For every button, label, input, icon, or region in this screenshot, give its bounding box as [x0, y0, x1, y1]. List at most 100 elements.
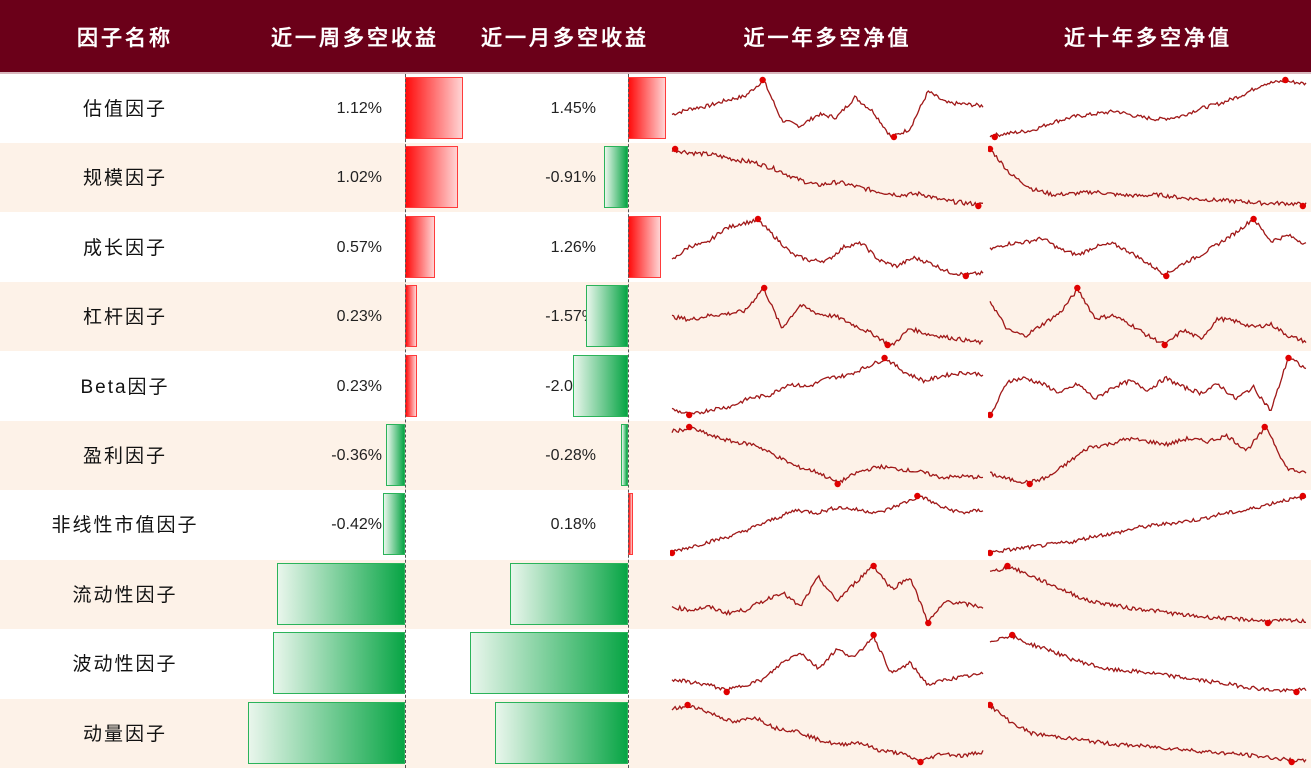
year-nav-sparkline	[671, 354, 984, 418]
factor-name: 杠杆因子	[82, 307, 167, 329]
year-nav-sparkline	[671, 76, 984, 141]
month-return-label: 1.26%	[550, 238, 596, 256]
year-nav-sparkline	[671, 146, 984, 210]
factor-name: 规模因子	[82, 168, 167, 190]
sparkline-max-marker	[1009, 631, 1016, 639]
sparkline-series	[989, 704, 1307, 763]
sparkline-max-marker	[1285, 354, 1292, 361]
decade-nav-sparkline	[988, 354, 1307, 418]
sparkline-max-marker	[761, 284, 768, 292]
year-nav-sparkline	[671, 631, 984, 696]
sparkline-series	[671, 703, 984, 763]
week-return-label: -0.36%	[331, 447, 382, 464]
sparkline-series	[671, 217, 984, 277]
decade-nav-sparkline	[989, 76, 1307, 141]
sparkline-series	[989, 495, 1307, 554]
sparkline-series	[671, 564, 984, 625]
header-week-return: 近一周多空收益	[271, 25, 439, 50]
week-return-bar	[386, 424, 405, 486]
decade-nav-sparkline	[989, 631, 1307, 696]
sparkline-min-marker	[917, 758, 924, 765]
sparkline-min-marker	[884, 341, 891, 349]
month-return-label: 0.18%	[550, 516, 596, 534]
sparkline-series	[671, 495, 984, 554]
year-nav-sparkline	[671, 701, 984, 765]
week-return-bar	[405, 146, 459, 209]
sparkline-series	[671, 148, 984, 208]
week-return-label: 0.23%	[336, 308, 382, 326]
month-return-bar	[628, 215, 662, 278]
decade-nav-sparkline	[988, 701, 1307, 765]
sparkline-min-marker	[1288, 758, 1295, 765]
decade-nav-sparkline	[988, 146, 1307, 210]
factor-name: Beta因子	[80, 376, 170, 398]
week-return-bar	[272, 632, 405, 695]
sparkline-series	[671, 356, 984, 416]
sparkline-min-marker	[1026, 480, 1033, 488]
header-factor-name: 因子名称	[77, 25, 173, 50]
week-axis-line	[405, 74, 406, 768]
sparkline-min-marker	[1299, 203, 1307, 210]
sparkline-series	[671, 425, 984, 486]
week-return-bar	[247, 701, 405, 764]
sparkline-max-marker	[1299, 493, 1307, 500]
sparkline-max-marker	[870, 562, 877, 569]
week-return-bar	[405, 77, 464, 139]
month-return-label: -1.57%	[545, 308, 596, 326]
sparkline-series	[989, 286, 1307, 347]
table-header: 因子名称 近一周多空收益 近一月多空收益 近一年多空净值 近十年多空净值	[0, 0, 1311, 74]
decade-nav-sparkline	[989, 423, 1307, 488]
sparkline-min-marker	[670, 550, 676, 557]
sparkline-max-marker	[684, 701, 691, 708]
week-return-bar	[405, 285, 417, 348]
table-row: 杠杆因子 0.23% -1.57%	[0, 282, 1311, 352]
sparkline-series	[671, 633, 984, 694]
sparkline-max-marker	[671, 146, 679, 153]
table-row: 流动性因子-2.46%-4.47%	[0, 559, 1311, 629]
sparkline-min-marker	[1264, 619, 1272, 626]
sparkline-max-marker	[1074, 284, 1081, 292]
sparkline-min-marker	[925, 619, 932, 626]
week-return-label: 1.12%	[336, 100, 382, 117]
sparkline-max-marker	[1261, 423, 1268, 431]
decade-nav-sparkline	[988, 493, 1307, 557]
month-axis-line	[628, 74, 629, 768]
week-return-label: -0.42%	[331, 516, 382, 534]
table-row: 盈利因子 -0.36% -0.28%	[0, 421, 1311, 490]
month-return-bar	[494, 701, 628, 764]
sparkline-max-marker	[1282, 76, 1289, 84]
sparkline-min-marker	[1161, 341, 1168, 349]
week-return-bar	[405, 215, 435, 278]
sparkline-min-marker	[962, 272, 970, 279]
sparkline-max-marker	[914, 493, 921, 500]
table-row: 估值因子 1.12% 1.45%	[0, 74, 1311, 143]
sparkline-max-marker	[759, 76, 766, 84]
sparkline-max-marker	[988, 146, 994, 153]
sparkline-series	[671, 79, 984, 138]
factor-name: 流动性因子	[72, 584, 178, 606]
week-return-label: 0.23%	[336, 377, 382, 395]
month-return-bar	[572, 354, 628, 417]
sparkline-min-marker	[991, 133, 998, 141]
factor-name: 成长因子	[82, 237, 167, 259]
month-return-bar	[603, 146, 628, 209]
week-return-bar	[405, 354, 417, 417]
month-return-bar	[586, 285, 628, 348]
month-return-label: 1.45%	[550, 100, 596, 117]
sparkline-max-marker	[988, 701, 994, 708]
month-return-label: -0.28%	[545, 447, 596, 464]
table-row: 规模因子 1.02% -0.91%	[0, 143, 1311, 213]
sparkline-series	[989, 217, 1307, 277]
header-month-return: 近一月多空收益	[481, 25, 649, 50]
sparkline-max-marker	[685, 423, 693, 431]
table-row: 动量因子-3.02%-5.02%	[0, 698, 1311, 768]
sparkline-max-marker	[870, 631, 877, 639]
sparkline-max-marker	[881, 354, 888, 361]
sparkline-max-marker	[1250, 215, 1257, 222]
sparkline-max-marker	[754, 215, 762, 222]
month-return-label: -0.91%	[545, 169, 596, 187]
year-nav-sparkline	[671, 423, 984, 488]
sparkline-min-marker	[1163, 272, 1170, 279]
sparkline-series	[989, 634, 1307, 694]
week-return-bar	[277, 562, 405, 625]
